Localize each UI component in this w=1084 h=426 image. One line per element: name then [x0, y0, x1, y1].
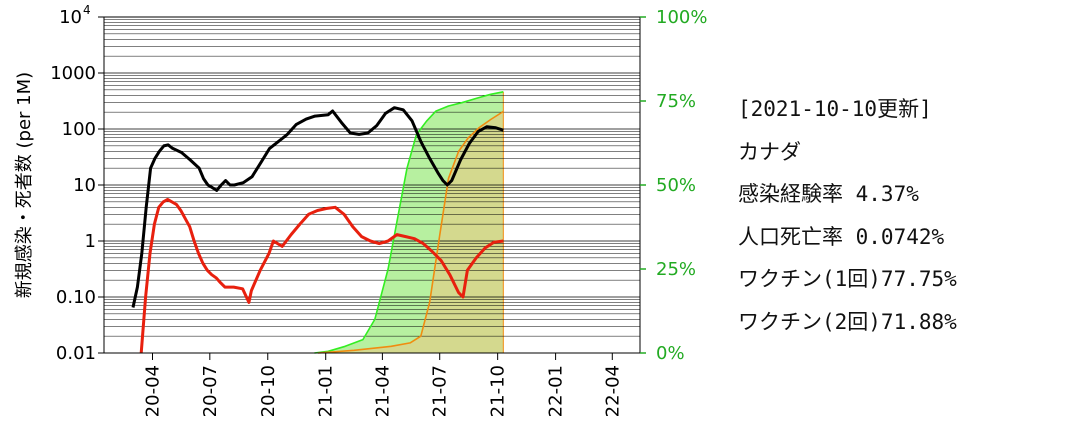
- country-name: カナダ: [738, 139, 801, 164]
- y2-tick-label: 25%: [656, 259, 696, 280]
- vaccine-first-dose-rate: ワクチン(1回)77.75%: [738, 267, 957, 291]
- info-panel: [2021-10-10更新] カナダ 感染経験率 4.37% 人口死亡率 0.0…: [738, 88, 1078, 343]
- y-tick-label: 10: [59, 7, 82, 28]
- x-ticks: 20-04 20-07 20-10 21-01 21-04 21-07 21-10 22-01…: [142, 353, 623, 417]
- y-tick-label: 100: [62, 119, 96, 140]
- y2-tick-label: 50%: [656, 175, 696, 196]
- update-date: [2021-10-10更新]: [738, 97, 932, 121]
- y-tick-label: 1000: [50, 63, 96, 84]
- y2-tick-label: 100%: [656, 7, 707, 28]
- gridlines: [104, 19, 640, 354]
- series-lines: [131, 91, 504, 354]
- death-rate: 人口死亡率 0.0742%: [738, 224, 945, 249]
- infection-rate: 感染経験率 4.37%: [738, 182, 919, 206]
- cases-line: [131, 106, 504, 308]
- x-tick-label: 21-01: [316, 365, 337, 417]
- x-tick-label: 21-10: [488, 365, 509, 417]
- x-tick-label: 22-04: [602, 365, 623, 417]
- y-tick-label: 10: [73, 175, 96, 196]
- x-tick-label: 20-04: [142, 365, 163, 417]
- deaths-line: [139, 198, 504, 354]
- y-tick-label: 0.01: [56, 343, 96, 364]
- vaccine_2-line: [318, 110, 504, 354]
- vaccine_1-line: [314, 91, 504, 354]
- x-tick-label: 20-10: [258, 365, 279, 417]
- right-y-ticks: 0% 25% 50% 75% 100%: [640, 7, 707, 364]
- x-tick-label: 20-07: [200, 365, 221, 417]
- y-tick-label: 1: [85, 231, 96, 252]
- y2-tick-label: 0%: [656, 343, 685, 364]
- x-tick-label: 22-01: [546, 365, 567, 417]
- y-tick-label: 0.10: [56, 287, 96, 308]
- y-tick-exponent: 4: [83, 3, 91, 17]
- y-axis-label: 新規感染・死者数 (per 1M): [14, 72, 35, 298]
- y2-tick-label: 75%: [656, 91, 696, 112]
- x-tick-label: 21-04: [372, 365, 393, 417]
- x-tick-label: 21-07: [430, 365, 451, 417]
- vaccine-second-dose-rate: ワクチン(2回)71.88%: [738, 309, 957, 334]
